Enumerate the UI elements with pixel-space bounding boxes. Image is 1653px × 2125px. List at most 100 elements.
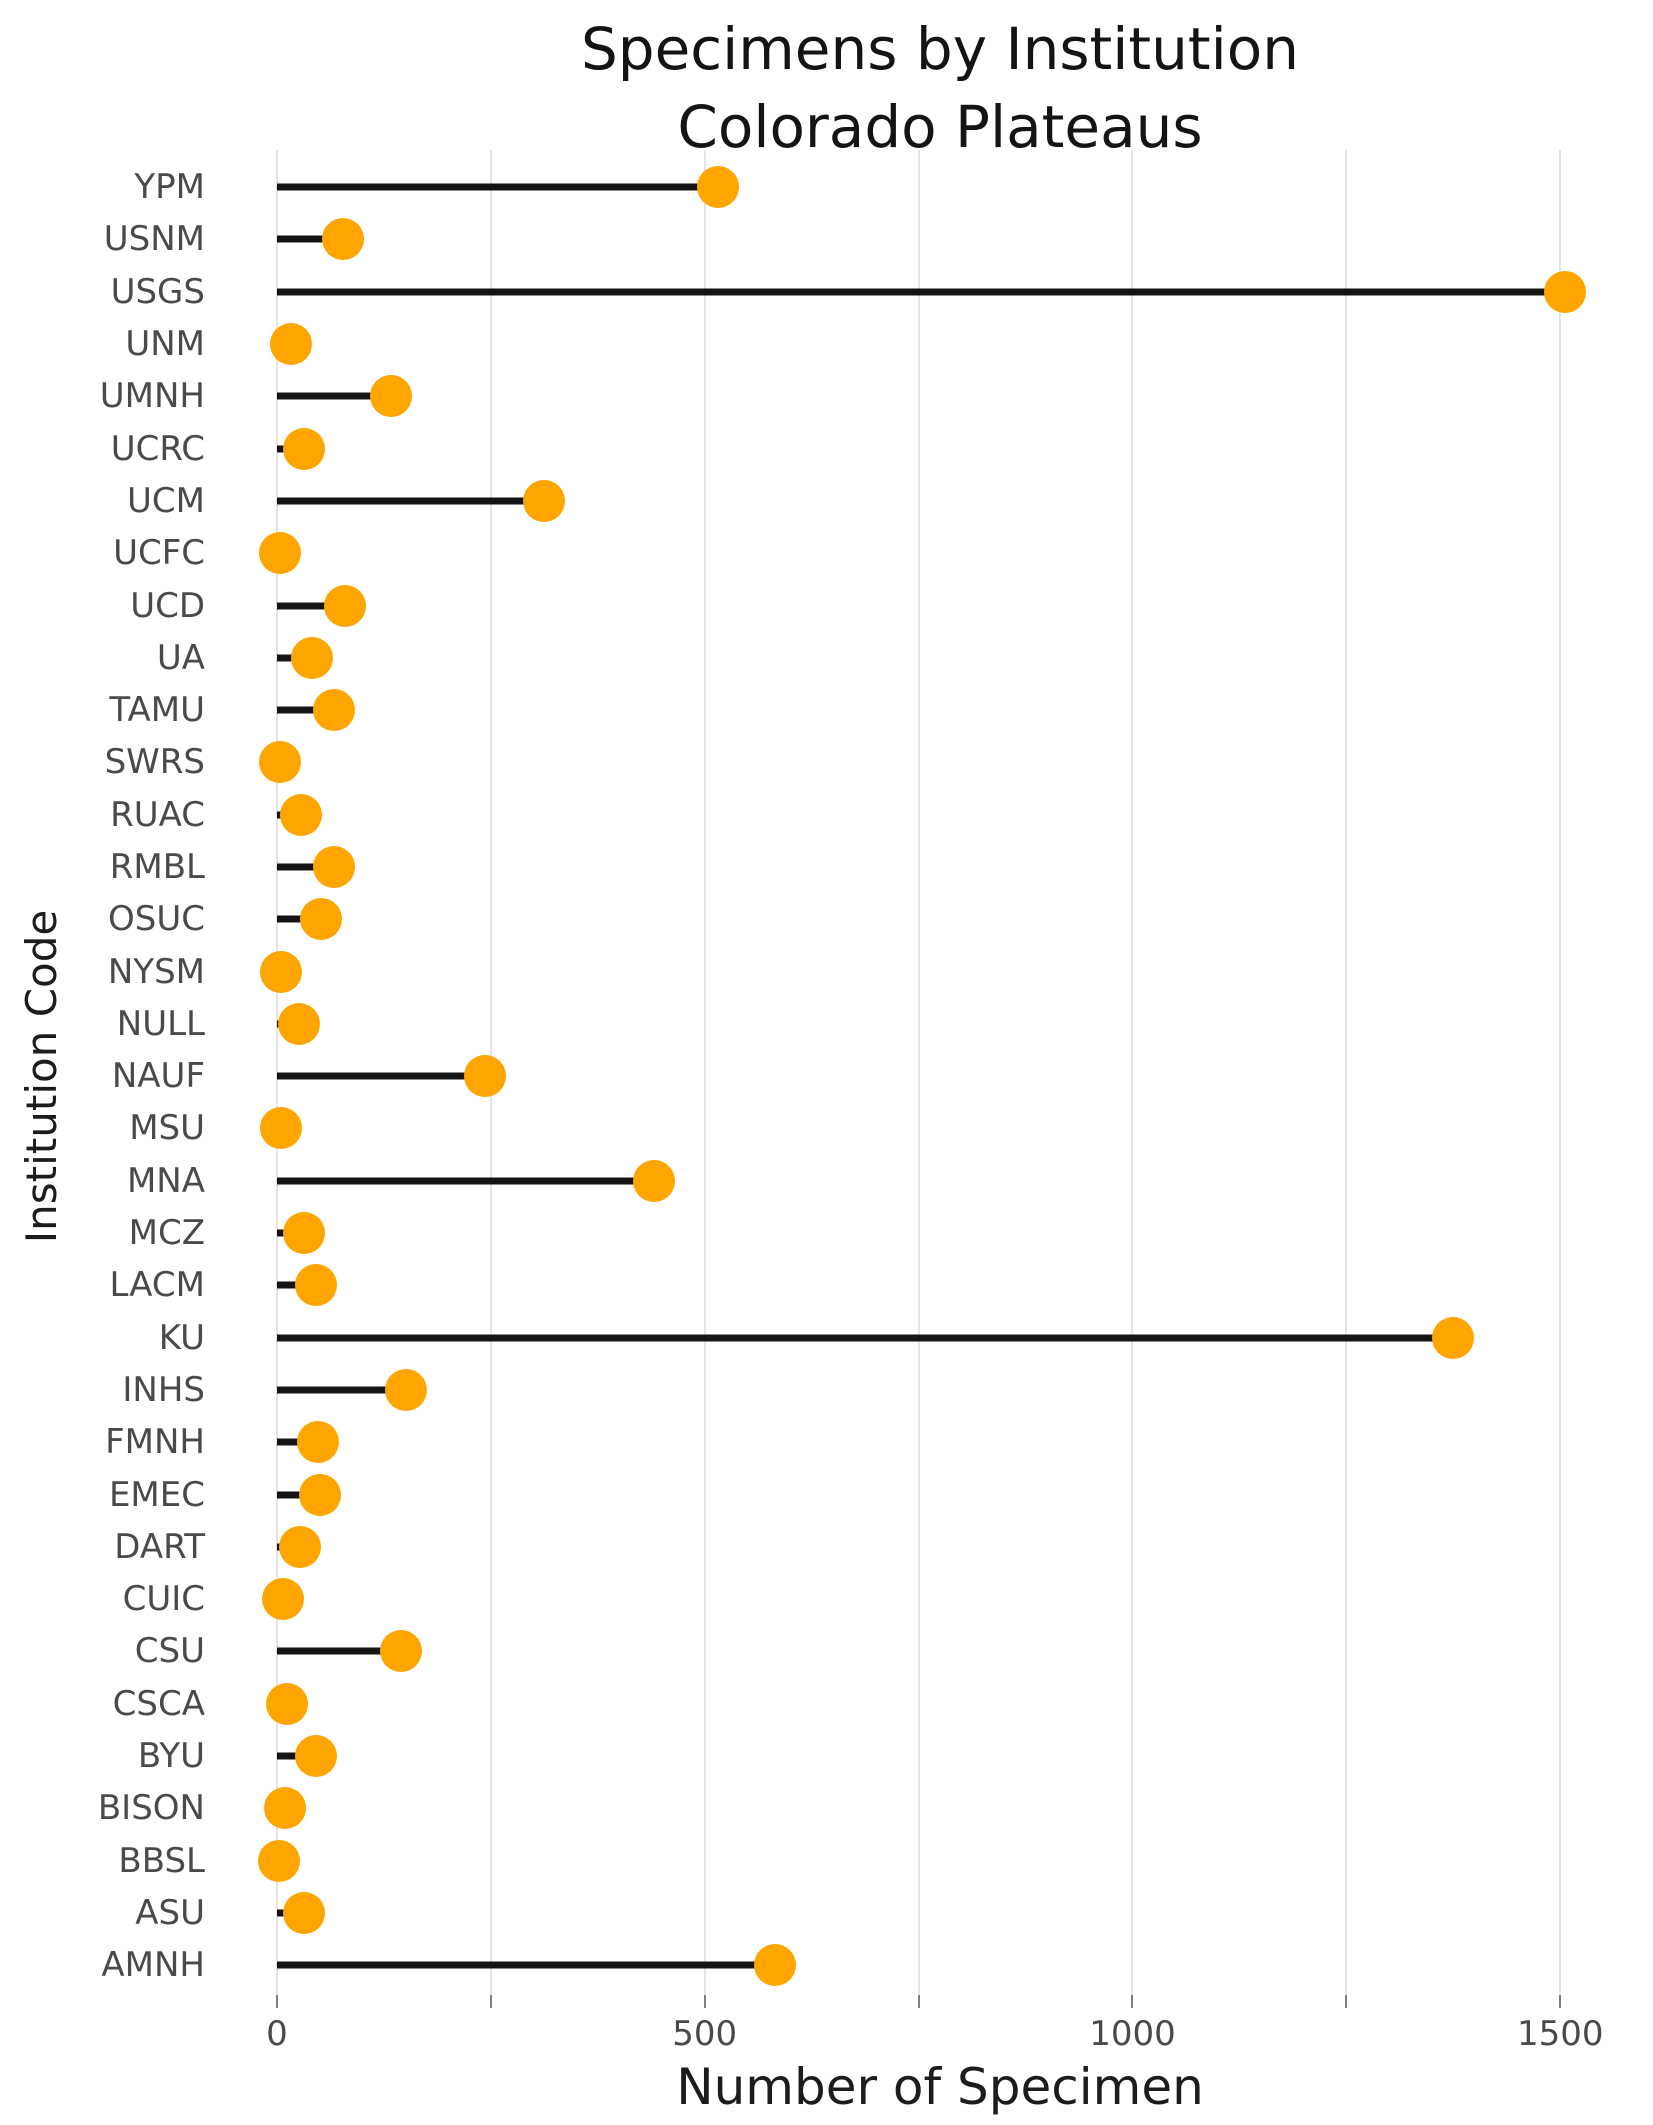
x-tick-1500 [1559, 1995, 1562, 2008]
lollipop-stem [277, 1386, 407, 1394]
x-tick-label-1500: 1500 [1516, 2014, 1604, 2054]
lollipop-row-msu: MSU [0, 1102, 1653, 1154]
lollipop-dot [261, 1578, 304, 1621]
y-tick-label: MCZ [128, 1213, 205, 1254]
x-tick-500 [703, 1995, 706, 2008]
chart-title-line1: Specimens by Institution [580, 15, 1300, 83]
lollipop-row-dart: DART [0, 1521, 1653, 1573]
row-track [277, 1521, 1603, 1573]
lollipop-row-tamu: TAMU [0, 684, 1653, 736]
row-track [277, 1312, 1603, 1364]
row-track [277, 579, 1603, 631]
y-tick-label: USNM [103, 219, 205, 260]
y-tick-label: AMNH [101, 1945, 205, 1986]
lollipop-dot [257, 1839, 300, 1882]
row-track [277, 841, 1603, 893]
lollipop-row-amnh: AMNH [0, 1939, 1653, 1991]
row-track [266, 1678, 1603, 1730]
row-track [277, 1416, 1603, 1468]
gridline-1250 [1345, 150, 1348, 1995]
lollipop-dot [266, 1682, 309, 1725]
row-track [277, 1259, 1603, 1311]
x-tick-1000 [1131, 1995, 1134, 2008]
row-track [277, 1939, 1603, 1991]
lollipop-dot [522, 479, 565, 522]
lollipop-dot [633, 1159, 676, 1202]
lollipop-row-ucd: UCD [0, 579, 1653, 631]
lollipop-stem [277, 1072, 485, 1080]
row-track [261, 1573, 1603, 1625]
y-tick-label: RUAC [110, 794, 205, 835]
lollipop-stem [277, 497, 544, 505]
y-tick-label: UMNH [99, 376, 205, 417]
lollipop-dot [283, 1212, 326, 1255]
y-tick-label: BYU [137, 1736, 205, 1777]
lollipop-dot [282, 1891, 325, 1934]
gridline-1000 [1131, 150, 1134, 1995]
row-track [260, 1102, 1603, 1154]
lollipop-stem [277, 1647, 402, 1655]
row-track [277, 1730, 1603, 1782]
lollipop-row-nysm: NYSM [0, 945, 1653, 997]
x-tick-250 [489, 1995, 492, 2008]
row-track [277, 1207, 1603, 1259]
row-track [277, 266, 1603, 318]
lollipop-row-osuc: OSUC [0, 893, 1653, 945]
lollipop-stem [277, 1491, 320, 1499]
y-tick-label: UCM [127, 480, 205, 521]
lollipop-dot [279, 793, 322, 836]
lollipop-row-csca: CSCA [0, 1678, 1653, 1730]
lollipop-dot [300, 898, 343, 941]
lollipop-row-ucm: UCM [0, 475, 1653, 527]
lollipop-row-asu: ASU [0, 1887, 1653, 1939]
gridline-750 [917, 150, 920, 1995]
lollipop-dot [283, 427, 326, 470]
row-track [277, 789, 1603, 841]
row-track [277, 1468, 1603, 1520]
chart-title-line2: Colorado Plateaus [677, 93, 1203, 161]
lollipop-row-mna: MNA [0, 1155, 1653, 1207]
lollipop-dot [463, 1055, 506, 1098]
row-track [258, 736, 1603, 788]
lollipop-dot [313, 689, 356, 732]
row-track [277, 475, 1603, 527]
y-tick-label: SWRS [104, 742, 205, 783]
lollipop-row-ruac: RUAC [0, 789, 1653, 841]
x-tick-0 [276, 1995, 278, 2008]
row-track [277, 1364, 1603, 1416]
lollipop-dot [298, 1473, 341, 1516]
lollipop-stem [277, 1177, 655, 1185]
lollipop-dot [278, 1002, 321, 1045]
lollipop-stem [277, 392, 391, 400]
lollipop-row-umnh: UMNH [0, 370, 1653, 422]
lollipop-row-inhs: INHS [0, 1364, 1653, 1416]
y-tick-label: NAUF [111, 1056, 205, 1097]
y-tick-label: YPM [134, 167, 205, 208]
lollipop-stem [277, 706, 335, 714]
lollipop-dot [753, 1944, 796, 1987]
lollipop-row-csu: CSU [0, 1625, 1653, 1677]
row-track [277, 684, 1603, 736]
lollipop-dot [324, 584, 367, 627]
lollipop-dot [260, 1107, 303, 1150]
row-track [277, 998, 1603, 1050]
row-track [277, 161, 1603, 213]
gridline-1500 [1559, 150, 1562, 1995]
lollipop-dot [269, 323, 312, 366]
lollipop-row-ucrc: UCRC [0, 422, 1653, 474]
lollipop-dot [696, 166, 739, 209]
lollipop-dot [385, 1368, 428, 1411]
lollipop-dot [258, 741, 301, 784]
y-tick-label: BISON [97, 1788, 205, 1829]
x-tick-label-0: 0 [266, 2014, 288, 2054]
plot-rows: YPM USNM USGS UNM UMNH UCRC UCM UCFC UCD UA TAMU SW… [0, 161, 1653, 1991]
lollipop-row-ua: UA [0, 632, 1653, 684]
lollipop-stem [277, 1334, 1454, 1342]
lollipop-row-usgs: USGS [0, 266, 1653, 318]
y-tick-label: CSU [134, 1631, 205, 1672]
lollipop-row-cuic: CUIC [0, 1573, 1653, 1625]
lollipop-dot [380, 1630, 423, 1673]
gridline-500 [703, 150, 706, 1995]
lollipop-row-bbsl: BBSL [0, 1835, 1653, 1887]
